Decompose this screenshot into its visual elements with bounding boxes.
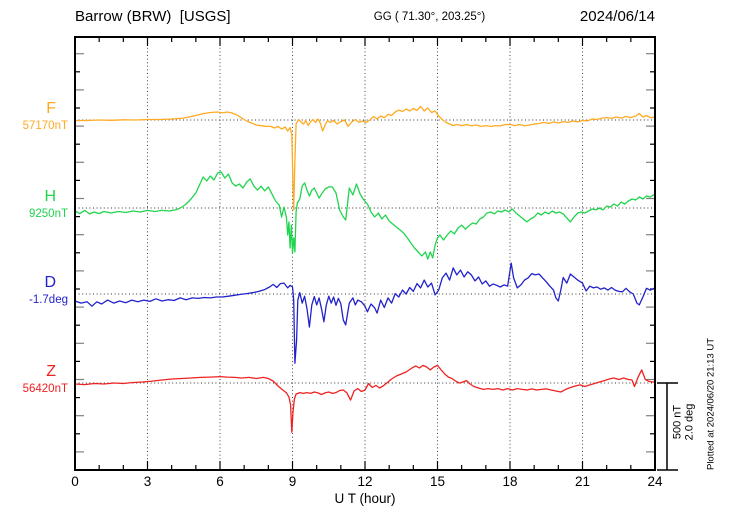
x-tick-label: 3 xyxy=(143,474,152,489)
x-tick-label: 24 xyxy=(647,474,663,489)
component-letter-H: H xyxy=(44,188,56,205)
component-label-Z: Z 56420nT xyxy=(0,364,70,396)
component-label-F: F 57170nT xyxy=(0,101,70,133)
plotted-at-note: Plotted at 2024/06/20 21:13 UT xyxy=(705,337,717,471)
x-tick-label: 15 xyxy=(429,474,446,489)
component-letter-Z: Z xyxy=(46,363,56,380)
component-baseline-value-Z: 56420nT xyxy=(22,383,68,395)
x-tick-label: 9 xyxy=(288,474,297,489)
x-axis-label: U T (hour) xyxy=(334,491,396,506)
x-tick-label: 12 xyxy=(357,474,373,489)
scale-bar-label: 500 nT 2.0 deg xyxy=(671,403,696,441)
component-baseline-value-H: 9250nT xyxy=(28,208,68,220)
scale-bar-nt-label: 500 nT xyxy=(671,404,684,440)
x-tick-label: 21 xyxy=(574,474,591,489)
component-letter-F: F xyxy=(46,100,56,117)
component-baseline-value-F: 57170nT xyxy=(22,120,68,132)
geographic-coords: GG ( 71.30°, 203.25°) xyxy=(373,11,486,23)
scale-bar-deg-label: 2.0 deg xyxy=(683,403,695,441)
station-title: Barrow (BRW) [USGS] xyxy=(75,8,231,25)
plot-date: 2024/06/14 xyxy=(579,8,655,25)
x-tick-label: 0 xyxy=(71,474,79,489)
component-baseline-value-D: -1.7deg xyxy=(28,294,68,306)
x-tick-label: 6 xyxy=(216,474,224,489)
component-label-D: D -1.7deg xyxy=(0,275,70,307)
component-letter-D: D xyxy=(44,274,56,291)
x-tick-label: 18 xyxy=(502,474,518,489)
component-label-H: H 9250nT xyxy=(0,189,70,221)
